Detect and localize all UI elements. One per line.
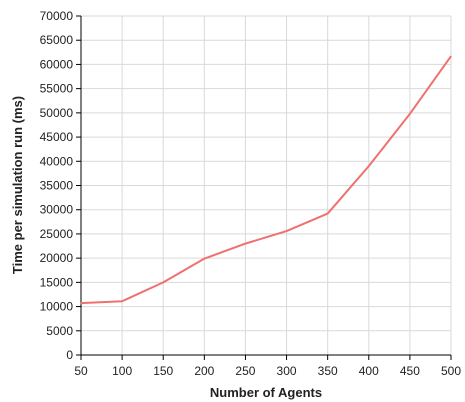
y-tick-label: 40000: [40, 154, 74, 168]
x-axis-title: Number of Agents: [210, 385, 322, 400]
y-tick-label: 25000: [40, 227, 74, 241]
axes: [76, 15, 452, 360]
y-tick-label: 35000: [40, 179, 74, 193]
y-tick-label: 45000: [40, 130, 74, 144]
y-tick-label: 70000: [40, 9, 74, 23]
data-point: [80, 302, 82, 304]
data-point: [121, 300, 123, 302]
series: [80, 55, 452, 305]
data-point: [368, 165, 370, 167]
x-tick-label: 250: [235, 364, 255, 378]
tick-labels: 50 100 150 200 250 300 350 400 450 50005000100001…: [40, 9, 462, 378]
y-tick-label: 5000: [46, 324, 73, 338]
x-tick-label: 150: [153, 364, 173, 378]
y-tick-label: 10000: [40, 300, 74, 314]
x-tick-label: 350: [318, 364, 338, 378]
y-tick-label: 0: [66, 348, 73, 362]
y-axis-title: Time per simulation run (ms): [10, 96, 25, 274]
x-tick-label: 200: [194, 364, 214, 378]
x-tick-label: 100: [112, 364, 132, 378]
y-tick-label: 55000: [40, 82, 74, 96]
data-point: [409, 113, 411, 115]
y-tick-label: 50000: [40, 106, 74, 120]
x-tick-label: 500: [441, 364, 461, 378]
y-tick-label: 20000: [40, 251, 74, 265]
data-point: [286, 230, 288, 232]
y-tick-label: 30000: [40, 203, 74, 217]
data-point: [327, 213, 329, 215]
data-point: [450, 55, 452, 57]
x-tick-label: 50: [74, 364, 88, 378]
data-point: [244, 243, 246, 245]
data-point: [203, 258, 205, 260]
y-tick-label: 65000: [40, 33, 74, 47]
y-tick-label: 60000: [40, 57, 74, 71]
gridlines: [80, 15, 452, 356]
x-tick-label: 400: [359, 364, 379, 378]
x-tick-label: 300: [277, 364, 297, 378]
data-point: [162, 281, 164, 283]
series-line: [80, 55, 452, 305]
y-tick-label: 15000: [40, 275, 74, 289]
x-tick-label: 450: [400, 364, 420, 378]
